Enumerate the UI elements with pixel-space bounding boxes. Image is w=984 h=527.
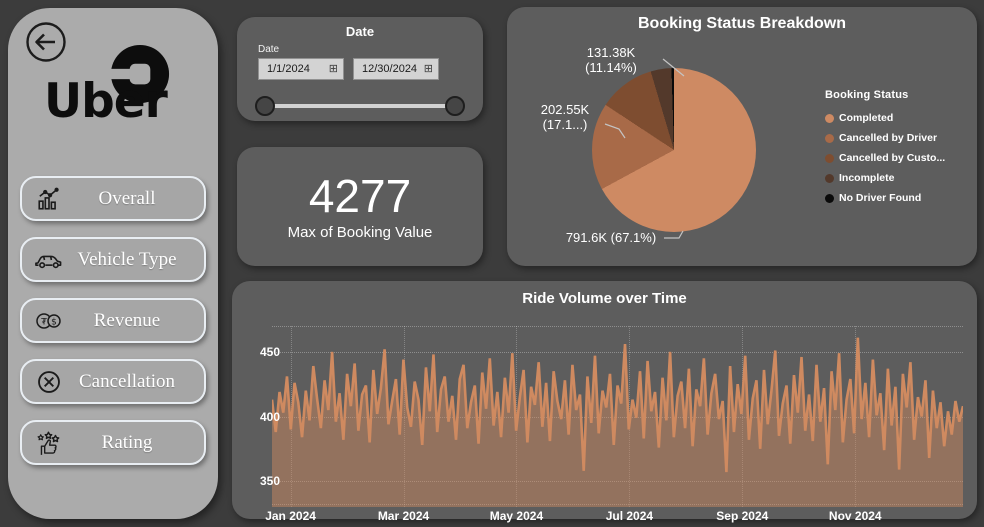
coins-icon: ₮ $ <box>32 306 66 336</box>
sidebar-item-rating[interactable]: Rating <box>20 420 206 465</box>
start-date-value: 1/1/2024 <box>267 63 310 75</box>
sidebar-item-label: Vehicle Type <box>77 248 177 270</box>
end-date-value: 12/30/2024 <box>362 63 418 75</box>
pie-chart-title: Booking Status Breakdown <box>637 15 847 32</box>
booking-status-pie-chart[interactable] <box>592 68 756 232</box>
legend-dot <box>825 153 834 163</box>
date-filter-card: Date Date 1/1/2024 ⊞ 12/30/2024 ⊞ <box>237 17 483 121</box>
uber-logo: Uber <box>8 38 218 146</box>
gridline <box>272 504 963 506</box>
legend-item-no-driver-found[interactable]: No Driver Found <box>825 188 945 208</box>
y-axis-label: 350 <box>259 474 280 489</box>
legend-item-cancelled-by-customer[interactable]: Cancelled by Custo... <box>825 148 945 168</box>
sidebar-nav: Overall Vehicle Type <box>8 176 218 465</box>
legend-item-completed[interactable]: Completed <box>825 108 945 128</box>
legend-dot <box>825 133 834 143</box>
x-axis-label: Mar 2024 <box>377 509 430 523</box>
legend-dot <box>825 173 834 183</box>
x-axis-label: Jan 2024 <box>265 509 316 523</box>
sidebar-item-revenue[interactable]: ₮ $ Revenue <box>20 298 206 343</box>
thumbs-up-stars-icon <box>32 428 66 458</box>
booking-status-card: Booking Status Breakdown 131.38K (11.14%… <box>507 7 977 266</box>
uber-wordmark: Uber <box>44 74 168 129</box>
legend-item-cancelled-by-driver[interactable]: Cancelled by Driver <box>825 128 945 148</box>
gridline <box>272 326 963 327</box>
date-inputs: 1/1/2024 ⊞ 12/30/2024 ⊞ <box>258 58 483 80</box>
svg-text:₮: ₮ <box>41 317 47 327</box>
ride-volume-card: Ride Volume over Time Jan 2024 Mar 2024 … <box>232 281 977 523</box>
ride-volume-area-chart[interactable] <box>272 326 963 507</box>
gridline <box>403 326 405 507</box>
kpi-card: 4277 Max of Booking Value <box>237 147 483 266</box>
end-date-input[interactable]: 12/30/2024 ⊞ <box>353 58 439 80</box>
slider-handle-start[interactable] <box>255 96 275 116</box>
sidebar-item-label: Rating <box>101 431 153 453</box>
date-range-slider[interactable] <box>255 96 465 116</box>
calendar-icon[interactable]: ⊞ <box>328 62 338 75</box>
x-axis-label: Jul 2024 <box>605 509 654 523</box>
back-button[interactable] <box>24 21 68 65</box>
date-card-title: Date <box>345 24 375 39</box>
slider-track[interactable] <box>257 104 463 108</box>
calendar-icon[interactable]: ⊞ <box>423 62 433 75</box>
legend-item-incomplete[interactable]: Incomplete <box>825 168 945 188</box>
gridline <box>272 351 963 353</box>
legend-dot <box>825 113 834 123</box>
cancel-circle-icon <box>32 367 66 397</box>
x-axis-label: Sep 2024 <box>716 509 769 523</box>
kpi-value: 4277 <box>308 169 412 222</box>
y-axis-label: 450 <box>259 344 280 359</box>
sidebar-item-label: Revenue <box>93 309 161 331</box>
pie-legend: Booking Status Completed Cancelled by Dr… <box>825 89 945 208</box>
svg-text:$: $ <box>51 317 57 327</box>
car-icon <box>32 245 66 275</box>
sidebar-item-overall[interactable]: Overall <box>20 176 206 221</box>
x-axis-label: Nov 2024 <box>828 509 882 523</box>
x-axis: Jan 2024 Mar 2024 May 2024 Jul 2024 Sep … <box>265 509 963 525</box>
sidebar-item-label: Cancellation <box>78 370 176 392</box>
callout-cancelled-by-driver: 202.55K (17.1...) <box>540 102 590 132</box>
sidebar-item-vehicle-type[interactable]: Vehicle Type <box>20 237 206 282</box>
start-date-input[interactable]: 1/1/2024 ⊞ <box>258 58 344 80</box>
back-arrow-icon <box>25 22 67 66</box>
y-axis-label: 400 <box>259 409 280 424</box>
uber-badge-icon <box>110 44 170 104</box>
gridline <box>742 326 744 507</box>
bar-chart-icon <box>32 184 66 214</box>
gridline <box>272 416 963 418</box>
slider-handle-end[interactable] <box>445 96 465 116</box>
callout-completed: 791.6K (67.1%) <box>565 230 657 245</box>
sidebar-item-cancellation[interactable]: Cancellation <box>20 359 206 404</box>
callout-cancelled-by-customer: 131.38K (11.14%) <box>585 45 637 75</box>
legend-dot <box>825 193 834 203</box>
sidebar-item-label: Overall <box>98 187 156 209</box>
kpi-label: Max of Booking Value <box>287 224 433 242</box>
sidebar: Uber Overall <box>8 8 218 519</box>
x-axis-label: May 2024 <box>489 509 544 523</box>
date-field-label: Date <box>258 44 280 55</box>
line-chart-title: Ride Volume over Time <box>522 290 687 307</box>
gridline <box>272 481 963 483</box>
legend-title: Booking Status <box>825 89 909 101</box>
